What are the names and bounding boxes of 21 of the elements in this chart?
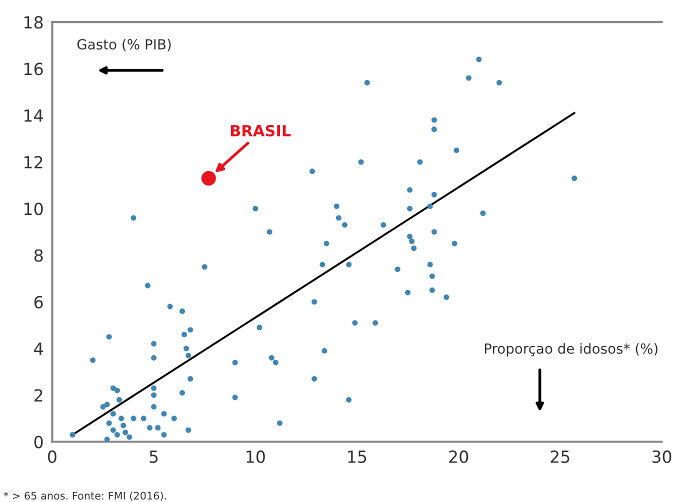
annotation: Gasto (% PIB) (77, 38, 171, 52)
y-tick-label: 12 (24, 156, 42, 168)
y-tick-label: 18 (24, 16, 43, 29)
text: * > 65 anos. Fonte: FMI (2016). (4, 492, 166, 501)
y-tick-label: 2 (34, 389, 42, 402)
x-tick-label: 30 (652, 450, 672, 463)
annotation: Proporçao de idosos* (%) (484, 343, 658, 357)
x-tick-label: 15 (348, 450, 366, 463)
x-tick-label: 0 (48, 450, 56, 463)
y-tick-label: 8 (34, 249, 43, 262)
x-tick-label: 25 (550, 450, 570, 463)
y-tick-label: 4 (34, 342, 43, 355)
text: BRASIL (230, 124, 291, 136)
x-tick-label: 20 (449, 450, 468, 463)
x-tick-label: 5 (150, 450, 158, 463)
x-tick-label: 10 (246, 450, 265, 463)
y-tick-label: 0 (34, 436, 43, 448)
y-tick-label: 16 (24, 62, 43, 76)
y-tick-label: 10 (24, 202, 43, 216)
y-tick-label: 6 (34, 296, 43, 308)
y-tick-label: 14 (24, 110, 43, 122)
